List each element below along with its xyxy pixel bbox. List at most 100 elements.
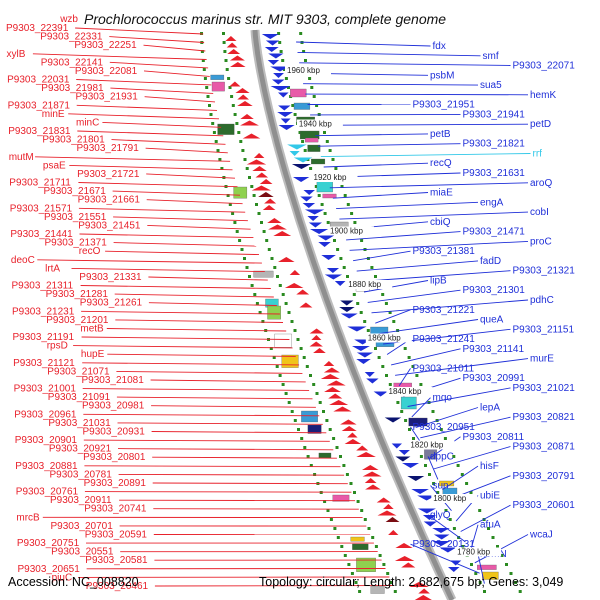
left-gene-label: P9303_21191 <box>13 332 75 343</box>
ring-tick <box>436 491 440 494</box>
forward-gene-arrow <box>289 270 301 275</box>
feature-block <box>290 88 307 98</box>
feature-block <box>400 396 417 410</box>
right-gene-label: lipB <box>430 276 447 287</box>
ring-tick <box>353 491 356 494</box>
forward-gene-arrow <box>240 114 254 119</box>
ring-tick <box>384 302 388 305</box>
left-gene-label: P9303_21231 <box>12 306 75 317</box>
kbp-label: 1960 kbp <box>287 66 320 75</box>
right-gene-leader <box>332 192 429 199</box>
forward-gene-arrow <box>309 328 324 334</box>
reverse-gene-arrow <box>391 443 402 449</box>
feature-block <box>307 144 321 152</box>
ring-tick <box>202 68 206 71</box>
left-gene-leader <box>76 104 218 111</box>
left-gene-label: P9303_22251 <box>74 40 137 51</box>
right-gene-label: P9303_21471 <box>463 227 526 238</box>
left-gene-label: P9303_21981 <box>41 83 104 94</box>
ring-tick <box>349 482 353 485</box>
ring-tick <box>302 50 306 53</box>
reverse-gene-arrow <box>356 359 371 364</box>
ring-tick <box>323 131 326 134</box>
forward-gene-arrow <box>259 179 273 184</box>
ring-tick <box>452 455 456 458</box>
forward-gene-arrow <box>226 42 238 48</box>
kbp-label: 1840 kbp <box>389 387 422 396</box>
ring-tick <box>205 86 209 89</box>
feature-block <box>408 417 428 427</box>
left-gene-leader <box>145 147 228 154</box>
left-gene-label: P9303_21081 <box>82 375 145 386</box>
left-gene-label: minE <box>42 109 65 120</box>
reverse-gene-arrow <box>310 229 329 234</box>
right-gene-leader <box>315 133 429 137</box>
right-gene-label: aroQ <box>530 178 552 189</box>
feature-block <box>352 543 369 550</box>
kbp-label-bg <box>455 547 502 557</box>
ring-tick <box>491 536 495 539</box>
ring-tick <box>340 545 344 548</box>
left-gene-leader <box>106 328 287 332</box>
ring-tick <box>424 464 427 467</box>
left-gene-label: P9303_20741 <box>84 504 147 515</box>
ring-tick <box>431 410 435 413</box>
right-gene-leader <box>303 83 479 86</box>
ring-tick <box>290 410 294 413</box>
ring-tick <box>367 527 371 530</box>
reverse-gene-arrow <box>280 118 291 124</box>
left-gene-leader <box>78 182 238 188</box>
left-gene-label: P9303_22031 <box>7 75 70 86</box>
right-gene-leader <box>427 514 466 543</box>
ring-tick <box>400 410 404 413</box>
left-gene-label: P9303_21711 <box>9 178 71 189</box>
feature-block <box>370 585 385 594</box>
left-gene-leader <box>153 508 359 510</box>
right-gene-leader <box>363 280 429 293</box>
reverse-gene-arrow <box>304 209 325 215</box>
ring-tick <box>310 86 314 89</box>
right-gene-label: P9303_21631 <box>463 168 526 179</box>
forward-gene-arrow <box>362 471 382 477</box>
ring-tick <box>211 122 215 125</box>
right-gene-leader <box>415 407 479 428</box>
left-gene-leader <box>147 224 251 230</box>
ring-tick <box>291 104 295 107</box>
left-gene-leader <box>112 190 241 196</box>
ring-tick <box>308 77 312 80</box>
right-gene-leader <box>474 534 529 564</box>
ring-tick <box>276 275 279 278</box>
ring-tick <box>374 347 377 350</box>
left-gene-label: P9303_20581 <box>85 555 148 566</box>
left-gene-label: metB <box>80 324 104 335</box>
right-gene-leader <box>427 456 439 480</box>
ring-tick <box>257 212 261 215</box>
ring-tick <box>228 86 232 89</box>
ring-tick <box>297 428 300 431</box>
right-gene-label: P9303_21021 <box>513 383 576 394</box>
forward-gene-arrow <box>253 153 265 158</box>
right-gene-label: P9303_22071 <box>513 61 576 72</box>
feature-block <box>301 410 318 423</box>
right-gene-leader <box>320 153 531 158</box>
left-gene-leader <box>76 79 212 86</box>
reverse-gene-arrow <box>366 378 379 384</box>
ring-tick <box>281 383 285 386</box>
ring-tick <box>336 248 340 251</box>
left-gene-label: P9303_20751 <box>17 538 80 549</box>
right-gene-leader <box>390 348 461 366</box>
left-gene-leader <box>143 44 206 52</box>
ring-tick <box>331 158 335 161</box>
left-gene-label: piuC <box>52 572 73 583</box>
right-gene-leader <box>420 416 511 439</box>
left-gene-leader <box>144 96 216 103</box>
left-gene-leader <box>81 336 290 340</box>
ring-tick <box>412 437 415 440</box>
forward-gene-arrow <box>237 101 253 106</box>
kbp-label: 1940 kbp <box>299 120 332 129</box>
left-gene-leader <box>82 362 300 366</box>
ring-tick <box>270 257 274 260</box>
left-gene-leader <box>117 448 334 451</box>
right-gene-label: miaE <box>430 188 453 199</box>
right-gene-leader <box>312 123 529 126</box>
